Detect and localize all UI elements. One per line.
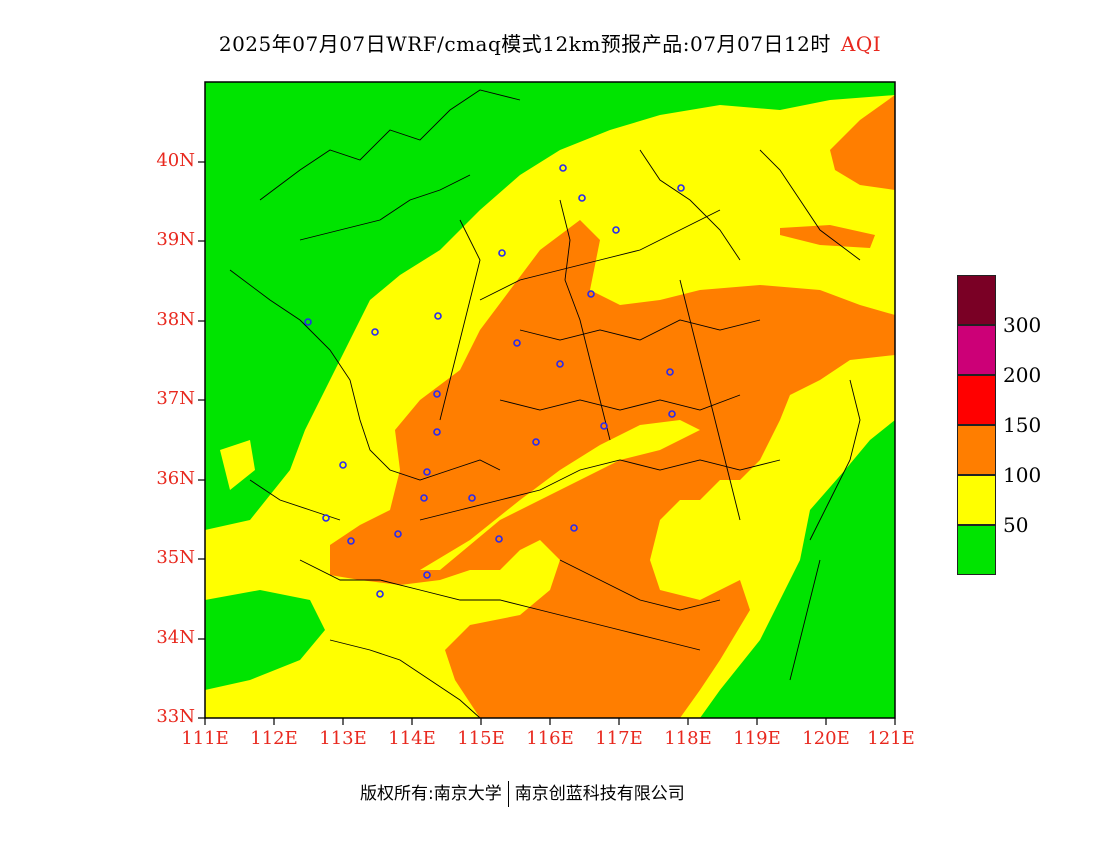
city-marker xyxy=(587,290,595,298)
city-marker xyxy=(677,184,685,192)
legend-label-50: 50 xyxy=(1003,513,1029,537)
legend-label-100: 100 xyxy=(1003,463,1042,487)
aqi-moderate-patch xyxy=(250,665,360,718)
aqi-good-patch xyxy=(205,590,325,690)
city-marker xyxy=(371,328,379,336)
city-marker xyxy=(433,390,441,398)
lon-label-113e: 113E xyxy=(319,728,367,749)
aqi-good-patch xyxy=(205,82,620,390)
city-marker xyxy=(513,339,521,347)
city-marker xyxy=(423,571,431,579)
city-marker xyxy=(570,524,578,532)
lat-label-40n: 40N xyxy=(156,150,195,171)
legend-swatch-150 xyxy=(957,375,996,425)
city-marker xyxy=(394,530,402,538)
city-marker xyxy=(433,428,441,436)
city-marker xyxy=(423,468,431,476)
footer-copyright: 版权所有:南京大学 xyxy=(360,784,502,804)
lat-label-39n: 39N xyxy=(156,229,195,250)
map-title: 2025年07月07日WRF/cmaq模式12km预报产品:07月07日12时 A… xyxy=(0,28,1100,57)
footer: 版权所有:南京大学 南京创蓝科技有限公司 xyxy=(360,779,685,807)
city-marker xyxy=(434,312,442,320)
city-marker xyxy=(304,318,312,326)
city-markers xyxy=(304,164,685,598)
lon-label-114e: 114E xyxy=(388,728,436,749)
province-borders xyxy=(229,89,861,718)
axis-ticks xyxy=(198,161,896,725)
city-marker xyxy=(532,438,540,446)
city-marker xyxy=(578,194,586,202)
lat-label-37n: 37N xyxy=(156,388,195,409)
footer-company: 南京创蓝科技有限公司 xyxy=(514,784,685,804)
map-fields xyxy=(205,82,895,718)
lat-label-34n: 34N xyxy=(156,627,195,648)
city-marker xyxy=(600,422,608,430)
aqi-sensitive-patch xyxy=(830,95,895,190)
legend-swatch-300 xyxy=(957,275,996,325)
lat-label-35n: 35N xyxy=(156,547,195,568)
lon-label-111e: 111E xyxy=(181,728,229,749)
city-marker xyxy=(420,494,428,502)
city-marker xyxy=(339,461,347,469)
legend-swatch-100 xyxy=(957,425,996,475)
title-variable: AQI xyxy=(840,32,882,56)
lon-label-115e: 115E xyxy=(457,728,505,749)
lon-label-112e: 112E xyxy=(250,728,298,749)
legend-swatch-50 xyxy=(957,475,996,525)
aqi-good-patch xyxy=(740,430,895,718)
city-marker xyxy=(556,360,564,368)
legend-label-300: 300 xyxy=(1003,313,1042,337)
legend-swatch-200 xyxy=(957,325,996,375)
lon-label-118e: 118E xyxy=(664,728,712,749)
city-marker xyxy=(559,164,567,172)
title-main: 2025年07月07日WRF/cmaq模式12km预报产品:07月07日12时 xyxy=(218,32,831,56)
city-marker xyxy=(468,494,476,502)
aqi-moderate-patch xyxy=(220,440,255,490)
city-marker xyxy=(666,368,674,376)
lon-label-119e: 119E xyxy=(733,728,781,749)
legend-swatch-0 xyxy=(957,525,996,575)
lon-label-116e: 116E xyxy=(526,728,574,749)
city-marker xyxy=(495,535,503,543)
city-marker xyxy=(668,410,676,418)
footer-separator xyxy=(507,781,509,807)
aqi-sensitive-patch xyxy=(780,225,875,248)
lon-label-117e: 117E xyxy=(595,728,643,749)
city-marker xyxy=(347,537,355,545)
lat-label-38n: 38N xyxy=(156,309,195,330)
legend-label-200: 200 xyxy=(1003,363,1042,387)
legend-label-150: 150 xyxy=(1003,413,1042,437)
lat-label-36n: 36N xyxy=(156,468,195,489)
lat-label-33n: 33N xyxy=(156,706,195,727)
city-marker xyxy=(376,590,384,598)
aqi-sensitive-area xyxy=(330,220,895,718)
city-marker xyxy=(322,514,330,522)
city-marker xyxy=(612,226,620,234)
aqi-moderate-channel xyxy=(420,420,700,570)
city-marker xyxy=(498,249,506,257)
lon-label-120e: 120E xyxy=(802,728,850,749)
lon-label-121e: 121E xyxy=(867,728,915,749)
